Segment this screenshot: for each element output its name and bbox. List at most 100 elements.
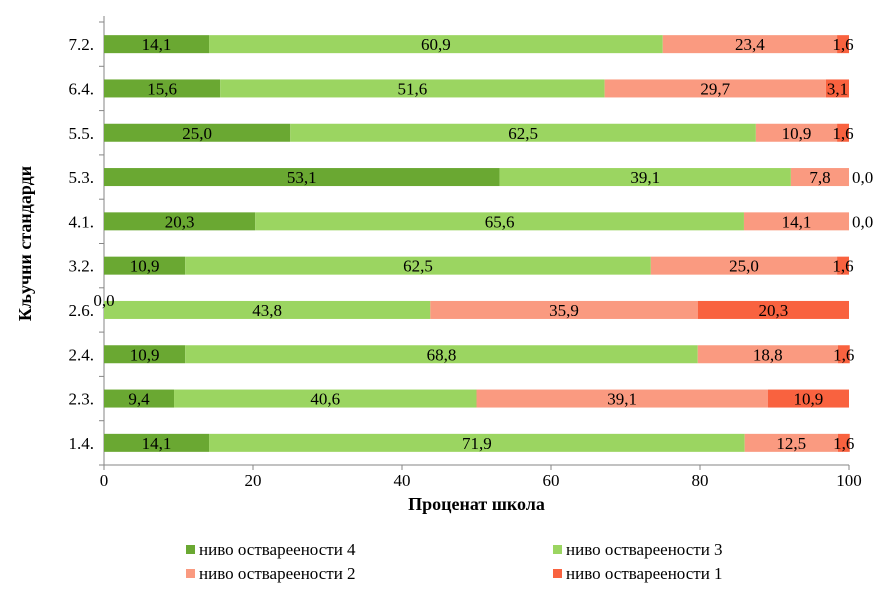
data-label: 23,4 (735, 35, 765, 54)
data-label: 10,9 (782, 124, 812, 143)
data-label: 65,6 (485, 212, 515, 231)
bar-segment (790, 168, 849, 187)
data-label: 1,6 (833, 345, 854, 364)
bar-segment (476, 389, 768, 408)
data-label: 10,9 (130, 345, 160, 364)
data-label: 1,6 (832, 35, 853, 54)
data-label: 18,8 (753, 345, 783, 364)
bar-segment (837, 345, 850, 364)
data-label: 35,9 (549, 301, 579, 320)
bar-segment (104, 35, 210, 54)
bars (104, 35, 850, 452)
data-labels: 14,1 71,9 12,5 1,6 9,4 40,6 39,1 10,9 10,9 68,8 18… (93, 35, 873, 453)
data-label: 10,9 (794, 390, 824, 409)
bar-segment (767, 389, 849, 408)
legend: ниво оствареености 4 ниво оствареености 3… (186, 540, 723, 583)
data-label: 12,5 (776, 434, 806, 453)
y-tick-label: 5.3. (69, 168, 95, 187)
data-label: 9,4 (128, 390, 150, 409)
data-label: 1,6 (832, 257, 853, 276)
data-label: 0,0 (852, 212, 873, 231)
legend-swatch (186, 545, 195, 554)
bar-segment (185, 345, 698, 364)
data-label: 10,9 (130, 257, 160, 276)
x-tick-label: 0 (100, 471, 109, 490)
bar-segment (837, 256, 849, 275)
y-tick-label: 6.4. (69, 79, 95, 98)
bar-segment (104, 212, 256, 231)
bar-segment (743, 212, 849, 231)
bar-segment (662, 35, 838, 54)
data-label: 40,6 (310, 390, 340, 409)
bar-segment (104, 433, 210, 452)
data-label: 62,5 (403, 257, 433, 276)
bar-segment (104, 256, 186, 275)
bar-segment (255, 212, 744, 231)
data-label: 51,6 (398, 79, 428, 98)
y-tick-label: 2.4. (69, 345, 95, 364)
bar-segment (499, 168, 791, 187)
bar-segment (650, 256, 838, 275)
data-label: 15,6 (147, 79, 177, 98)
bar-segment (104, 123, 291, 142)
data-label: 43,8 (252, 301, 282, 320)
data-label: 68,8 (427, 345, 457, 364)
data-label: 14,1 (142, 434, 172, 453)
y-tick-label: 7.2. (69, 35, 95, 54)
bar-segment (825, 79, 849, 98)
y-tick-label: 3.2. (69, 257, 95, 276)
data-label: 39,1 (630, 168, 660, 187)
bar-segment (697, 300, 849, 319)
bar-segment (837, 433, 850, 452)
y-tick-label: 5.5. (69, 124, 95, 143)
legend-label: ниво оствареености 4 (199, 540, 356, 559)
bar-segment (209, 433, 745, 452)
data-label: 14,1 (782, 212, 812, 231)
data-label: 62,5 (508, 124, 538, 143)
y-tick-label: 4.1. (69, 212, 95, 231)
data-label: 20,3 (759, 301, 789, 320)
y-tick-label: 2.3. (69, 390, 95, 409)
x-axis-title: Проценат школа (408, 494, 545, 514)
data-label: 14,1 (142, 35, 172, 54)
bar-segment (837, 35, 849, 54)
bar-segment (290, 123, 756, 142)
bar-segment (604, 79, 826, 98)
data-label: 3,1 (827, 79, 848, 98)
axes: 0 20 40 60 80 100 1.4. 2.3. 2.4. 2.6. 3.2. 4.1. 5.3.… (69, 16, 862, 490)
legend-label: ниво оствареености 3 (566, 540, 723, 559)
data-label: 25,0 (182, 124, 212, 143)
y-axis-title: Кључни стандарди (15, 166, 35, 321)
bar-segment (104, 300, 431, 319)
y-tick-label: 2.6. (69, 301, 95, 320)
data-label: 1,6 (832, 124, 853, 143)
bar-segment (744, 433, 838, 452)
bar-segment (430, 300, 698, 319)
data-label: 71,9 (462, 434, 492, 453)
bar-segment (104, 168, 500, 187)
x-tick-label: 40 (394, 471, 411, 490)
bar-segment (220, 79, 605, 98)
data-label: 1,6 (833, 434, 854, 453)
data-label: 53,1 (287, 168, 317, 187)
bar-segment (104, 389, 175, 408)
legend-swatch (553, 569, 562, 578)
bar-segment (185, 256, 651, 275)
bar-segment (104, 79, 221, 98)
legend-label: ниво оствареености 2 (199, 564, 356, 583)
x-tick-label: 60 (543, 471, 560, 490)
data-label: 60,9 (421, 35, 451, 54)
data-label: 20,3 (165, 212, 195, 231)
data-label: 0,0 (852, 168, 873, 187)
legend-swatch (553, 545, 562, 554)
bar-segment (174, 389, 477, 408)
bar-segment (209, 35, 663, 54)
bar-segment (697, 345, 838, 364)
y-tick-label: 1.4. (69, 434, 95, 453)
data-label: 7,8 (809, 168, 830, 187)
data-label: 25,0 (729, 257, 759, 276)
data-label: 29,7 (700, 79, 730, 98)
x-tick-label: 80 (692, 471, 709, 490)
legend-swatch (186, 569, 195, 578)
